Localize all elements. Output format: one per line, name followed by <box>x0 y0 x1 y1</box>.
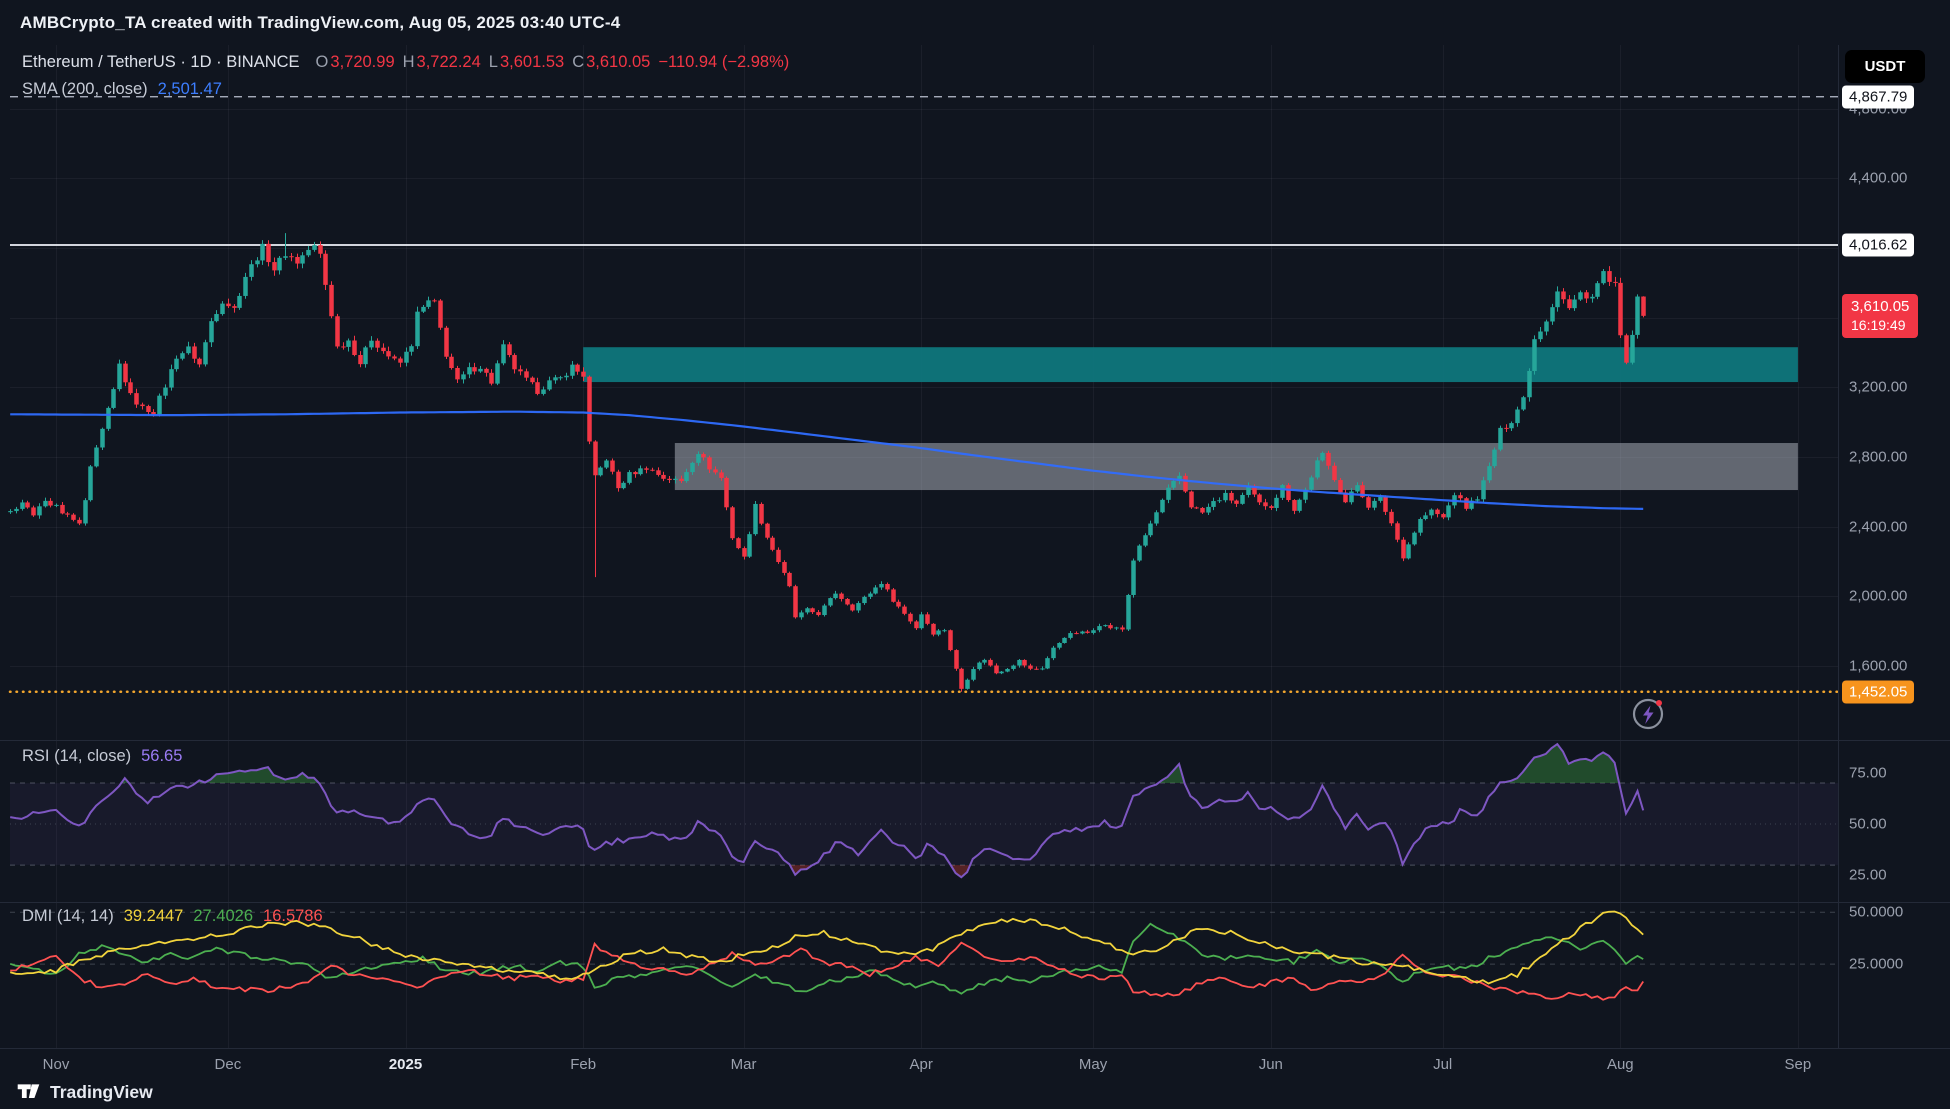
time-axis-label: Feb <box>570 1056 597 1073</box>
dmi-adx-value: 39.2447 <box>123 907 184 925</box>
rsi-pane <box>10 742 1838 879</box>
symbol-legend[interactable]: Ethereum / TetherUS · 1D · BINANCE O 3,72… <box>22 53 789 72</box>
sma-legend[interactable]: SMA (200, close) 2,501.47 <box>22 80 222 99</box>
rsi-value: 56.65 <box>141 747 183 765</box>
sma-value: 2,501.47 <box>157 80 222 98</box>
chart-attribution-title: AMBCrypto_TA created with TradingView.co… <box>20 12 621 32</box>
flash-icon[interactable] <box>1629 694 1667 732</box>
symbol-title[interactable]: Ethereum / TetherUS · 1D · BINANCE <box>22 53 300 71</box>
currency-toggle-button[interactable]: USDT <box>1845 50 1925 83</box>
time-axis-label: Nov <box>42 1056 70 1073</box>
time-axis-label: Dec <box>214 1056 242 1073</box>
dmi-pane <box>9 910 1838 1001</box>
dmi-line--DI <box>10 941 1644 1001</box>
horizontal-levels <box>8 96 1840 693</box>
ohlc-values: O 3,720.99 H 3,722.24 L 3,601.53 C 3,610.05 <box>315 53 651 71</box>
time-axis-label: Apr <box>909 1056 933 1073</box>
change-value: −110.94 (−2.98%) <box>658 53 790 71</box>
time-axis-label: Aug <box>1606 1056 1634 1073</box>
time-axis-label: May <box>1078 1056 1108 1073</box>
sma-200-line <box>10 410 1644 510</box>
titlebar: AMBCrypto_TA created with TradingView.co… <box>0 0 1950 45</box>
time-axis-label: Jul <box>1433 1056 1453 1073</box>
candlestick-series[interactable] <box>8 233 1646 692</box>
dmi-plus-di-value: 27.4026 <box>193 907 254 925</box>
dmi-line-+DI <box>9 922 1644 995</box>
time-axis-label: Jun <box>1258 1056 1283 1073</box>
rsi-legend[interactable]: RSI (14, close) 56.65 <box>22 747 182 766</box>
pane-separators <box>0 45 1950 1049</box>
tradingview-logo-icon[interactable] <box>16 1077 41 1107</box>
dmi-line-ADX <box>9 910 1644 985</box>
time-axis-label: Sep <box>1784 1056 1812 1073</box>
time-axis-label: Mar <box>730 1056 757 1073</box>
grid-lines <box>10 45 1838 1048</box>
sma-label: SMA (200, close) <box>22 80 148 98</box>
time-axis-label: 2025 <box>388 1056 423 1073</box>
price-zones <box>583 347 1798 491</box>
dmi-legend[interactable]: DMI (14, 14) 39.2447 27.4026 16.5786 <box>22 907 333 926</box>
rsi-label: RSI (14, close) <box>22 747 132 765</box>
tradingview-wordmark[interactable]: TradingView <box>50 1081 153 1102</box>
dmi-label: DMI (14, 14) <box>22 907 114 925</box>
footer-bar: TradingView <box>16 1078 153 1106</box>
dmi-minus-di-value: 16.5786 <box>263 907 323 925</box>
time-axis[interactable]: Nov Dec 2025 Feb Mar Apr May Jun Jul Aug Sep <box>0 1048 1950 1082</box>
